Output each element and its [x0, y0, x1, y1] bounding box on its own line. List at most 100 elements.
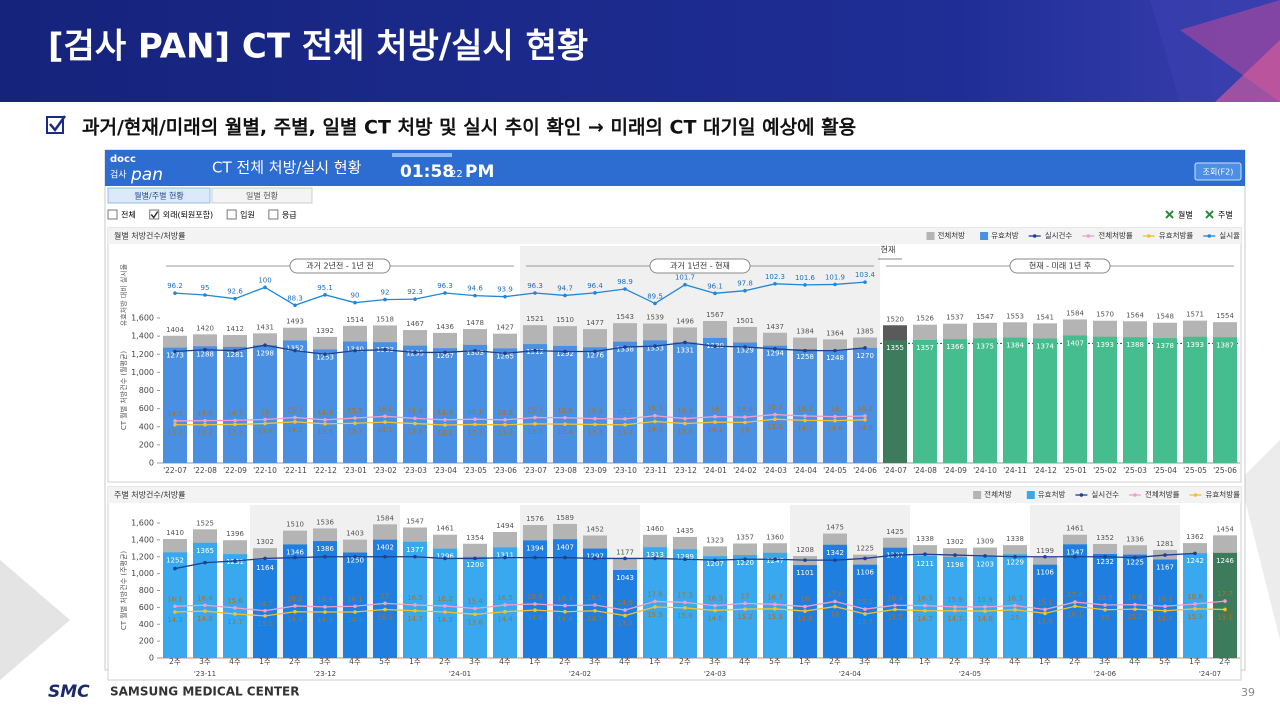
point-label: 16.2: [437, 595, 453, 603]
excel-icon: [1165, 210, 1174, 219]
line-point: [443, 556, 447, 561]
bar-label: 1101: [796, 569, 814, 577]
line-point: [533, 291, 537, 295]
y-tick-label: 1,600: [131, 314, 154, 323]
line-point: [293, 555, 297, 560]
search-button-label[interactable]: 조회(F2): [1203, 168, 1234, 177]
tab[interactable]: [107, 187, 211, 204]
line-point: [743, 601, 747, 606]
bar-label: 1270: [856, 352, 874, 360]
x-tick-label: 4주: [739, 657, 751, 666]
line-point: [323, 293, 327, 297]
bar-label: 1281: [226, 351, 244, 359]
checkbox-label[interactable]: 외래(퇴원포함): [163, 210, 213, 220]
point-label: 96.3: [437, 282, 453, 290]
x-tick-label: '22-11: [283, 466, 307, 475]
checkbox[interactable]: [268, 209, 279, 220]
x-tick-label: 4주: [889, 657, 901, 666]
point-label: 14.6: [197, 410, 213, 418]
bar-label: 1407: [556, 543, 574, 551]
bar-label-bg: [974, 341, 996, 352]
tab-label[interactable]: 월별/주별 현황: [134, 191, 184, 201]
bar-label: 1211: [916, 560, 934, 568]
bar: [1093, 336, 1117, 463]
line-point: [233, 612, 237, 616]
line-point: [1103, 607, 1107, 612]
point-label: 16.3: [557, 595, 573, 603]
point-label: 14.9: [527, 614, 543, 622]
point-label: 95.1: [317, 284, 333, 292]
line-point: [173, 610, 177, 614]
point-label: 15.6: [227, 597, 243, 605]
line-point: [263, 343, 267, 347]
bar-label: 1199: [1036, 547, 1054, 555]
point-label: 16.2: [287, 595, 303, 603]
tab[interactable]: [211, 187, 313, 204]
checkbox-label[interactable]: 전체: [121, 210, 136, 220]
period-box: [1009, 258, 1111, 274]
bar-label: 1467: [406, 320, 424, 328]
bar-label-bg: [824, 352, 846, 363]
side-decor: [0, 560, 70, 680]
line-point: [263, 556, 267, 561]
x-tick-label: 3주: [979, 657, 991, 666]
point-label: 16: [711, 406, 720, 414]
bar-label-bg: [284, 343, 306, 354]
point-label: 102.3: [765, 273, 785, 281]
bar-label: 1553: [1006, 312, 1024, 320]
point-label: 100: [258, 276, 271, 284]
bar-label: 1288: [196, 350, 214, 358]
bar: [343, 341, 367, 463]
line-point: [533, 555, 537, 560]
point-label: 15.1: [467, 408, 483, 416]
chart-title: 월별 처방건수/처방률: [114, 231, 185, 241]
bar: [433, 548, 457, 658]
x-tick-label: '22-07: [163, 466, 187, 475]
bar-label: 1289: [676, 553, 694, 561]
bar-label: 1543: [616, 313, 634, 321]
bar-label-bg: [554, 348, 576, 359]
logo-brand: docc: [110, 154, 136, 165]
search-button[interactable]: [1194, 162, 1242, 181]
x-tick-label: '24-05: [823, 466, 847, 475]
line-point: [803, 418, 807, 423]
bar-label-bg: [404, 544, 426, 555]
line-point: [863, 417, 867, 422]
line-point: [1163, 553, 1167, 557]
line-point: [323, 417, 327, 422]
line-point: [413, 421, 417, 426]
checkbox-label[interactable]: 응급: [282, 211, 297, 220]
line-point: [413, 554, 417, 559]
bar-label: 1454: [1216, 525, 1234, 533]
point-label: 14.6: [977, 615, 993, 623]
checkbox[interactable]: [226, 209, 237, 220]
bar: [373, 342, 397, 463]
bar-label: 1431: [256, 323, 274, 331]
line-point: [413, 416, 417, 421]
line-point: [803, 558, 807, 562]
export-button[interactable]: 월별: [1178, 210, 1193, 220]
bar-label: 1366: [946, 343, 964, 351]
bar: [853, 347, 877, 463]
tab-label[interactable]: 일별 현황: [246, 191, 279, 201]
export-button[interactable]: 주별: [1218, 210, 1233, 220]
line-point: [383, 607, 387, 612]
bar-label: 1584: [1066, 309, 1084, 317]
bar-label: 1393: [1096, 341, 1114, 349]
bar: [613, 341, 637, 463]
period-box: [289, 258, 391, 274]
point-label: 13.5: [527, 428, 543, 436]
x-tick-label: 3주: [199, 657, 211, 666]
checkbox[interactable]: [149, 209, 160, 220]
x-tick-label: '23-02: [373, 466, 397, 475]
checkbox-label[interactable]: 입원: [240, 211, 255, 220]
checkbox[interactable]: [107, 209, 118, 220]
point-label: 13.3: [587, 428, 603, 436]
bar-label-bg: [344, 555, 366, 566]
line-point: [473, 606, 477, 611]
bar-label-bg: [194, 349, 216, 360]
line-point: [293, 348, 297, 353]
line-point: [1163, 604, 1167, 609]
x-tick-label: '24-01: [703, 466, 727, 475]
